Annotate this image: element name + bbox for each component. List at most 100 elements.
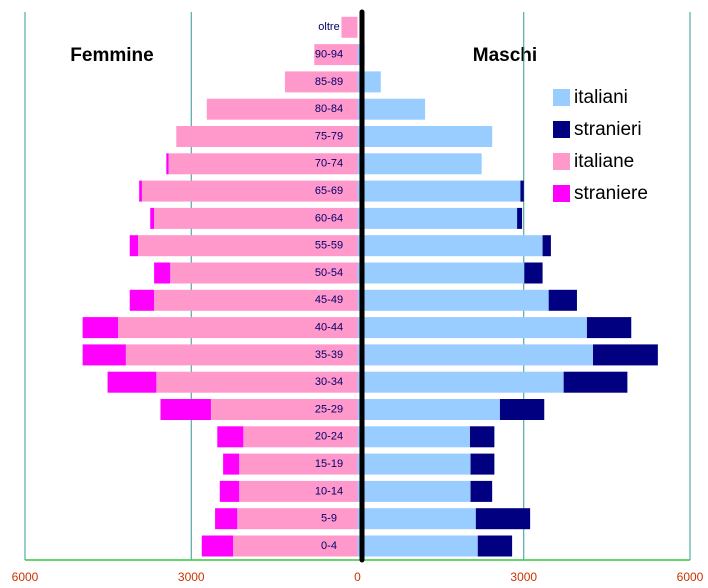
category-label: 70-74 — [315, 158, 343, 170]
bar — [357, 153, 482, 175]
category-label: 15-19 — [315, 458, 343, 470]
bar — [168, 153, 358, 175]
bar — [156, 371, 358, 393]
bar — [215, 508, 238, 530]
category-label: 80-84 — [315, 103, 343, 115]
bar — [118, 317, 358, 339]
bar — [357, 317, 587, 339]
bar — [129, 289, 155, 311]
bar — [201, 535, 234, 557]
category-label: 10-14 — [315, 485, 343, 497]
bar — [548, 289, 577, 311]
bar — [206, 98, 358, 120]
bar — [469, 426, 495, 448]
bar — [223, 453, 240, 475]
bar — [524, 262, 543, 284]
bar — [341, 16, 358, 38]
bar — [357, 180, 521, 202]
bar — [314, 44, 358, 66]
bar — [166, 153, 169, 175]
bar — [357, 289, 549, 311]
bar — [520, 180, 524, 202]
bar — [357, 453, 471, 475]
category-label: 40-44 — [315, 322, 343, 334]
x-tick-label: 6000 — [677, 570, 704, 584]
category-label: oltre — [318, 21, 339, 33]
category-label: 0-4 — [321, 540, 337, 552]
bar — [542, 235, 551, 257]
bar — [82, 344, 126, 366]
bar — [517, 207, 523, 229]
legend-label: italiani — [574, 87, 628, 108]
bar — [243, 426, 358, 448]
legend-label: stranieri — [574, 119, 642, 140]
bar — [129, 235, 139, 257]
category-label: 25-29 — [315, 403, 343, 415]
legend-swatch — [553, 121, 570, 138]
bar — [160, 399, 211, 420]
bar — [357, 480, 471, 502]
category-label: 60-64 — [315, 212, 343, 224]
category-label: 75-79 — [315, 130, 343, 142]
bar — [210, 399, 358, 420]
bar — [357, 207, 518, 229]
legend-swatch — [553, 89, 570, 106]
bar — [357, 262, 525, 284]
bar — [477, 535, 513, 557]
bar — [499, 399, 545, 420]
legend-swatch — [553, 185, 570, 202]
legend-label: italiane — [574, 151, 634, 172]
bar — [357, 235, 543, 257]
bar — [357, 508, 476, 530]
bar — [237, 508, 358, 530]
bar — [154, 207, 358, 229]
category-label: 30-34 — [315, 376, 343, 388]
category-label: 55-59 — [315, 240, 343, 252]
bar — [125, 344, 358, 366]
category-label: 5-9 — [321, 513, 337, 525]
bar — [563, 371, 628, 393]
left-title: Femmine — [70, 45, 153, 66]
bar — [357, 535, 478, 557]
bar — [139, 180, 142, 202]
bar — [154, 289, 358, 311]
bar — [176, 126, 358, 147]
bar — [357, 371, 564, 393]
x-tick-label: 3000 — [510, 570, 537, 584]
right-title: Maschi — [473, 45, 537, 66]
category-label: 65-69 — [315, 185, 343, 197]
bar — [357, 98, 426, 120]
bar — [475, 508, 531, 530]
bar — [357, 126, 493, 147]
bar — [470, 480, 493, 502]
category-label: 35-39 — [315, 349, 343, 361]
bar — [107, 371, 157, 393]
bar — [138, 235, 358, 257]
bar — [219, 480, 240, 502]
bar — [150, 207, 155, 229]
bar — [141, 180, 358, 202]
legend-swatch — [553, 153, 570, 170]
category-label: 90-94 — [315, 49, 343, 61]
category-label: 20-24 — [315, 431, 343, 443]
bar — [586, 317, 632, 339]
category-label: 50-54 — [315, 267, 343, 279]
bar — [239, 453, 358, 475]
bar — [82, 317, 119, 339]
bar — [239, 480, 358, 502]
bar — [357, 426, 470, 448]
category-label: 45-49 — [315, 294, 343, 306]
bar — [284, 71, 358, 93]
legend-label: straniere — [574, 183, 648, 204]
bar — [233, 535, 358, 557]
x-tick-label: 0 — [354, 570, 361, 584]
bar — [357, 399, 500, 420]
x-tick-label: 3000 — [178, 570, 205, 584]
category-label: 85-89 — [315, 76, 343, 88]
bar — [170, 262, 358, 284]
bar — [217, 426, 244, 448]
bar — [357, 344, 594, 366]
bar — [593, 344, 658, 366]
x-tick-label: 6000 — [12, 570, 39, 584]
